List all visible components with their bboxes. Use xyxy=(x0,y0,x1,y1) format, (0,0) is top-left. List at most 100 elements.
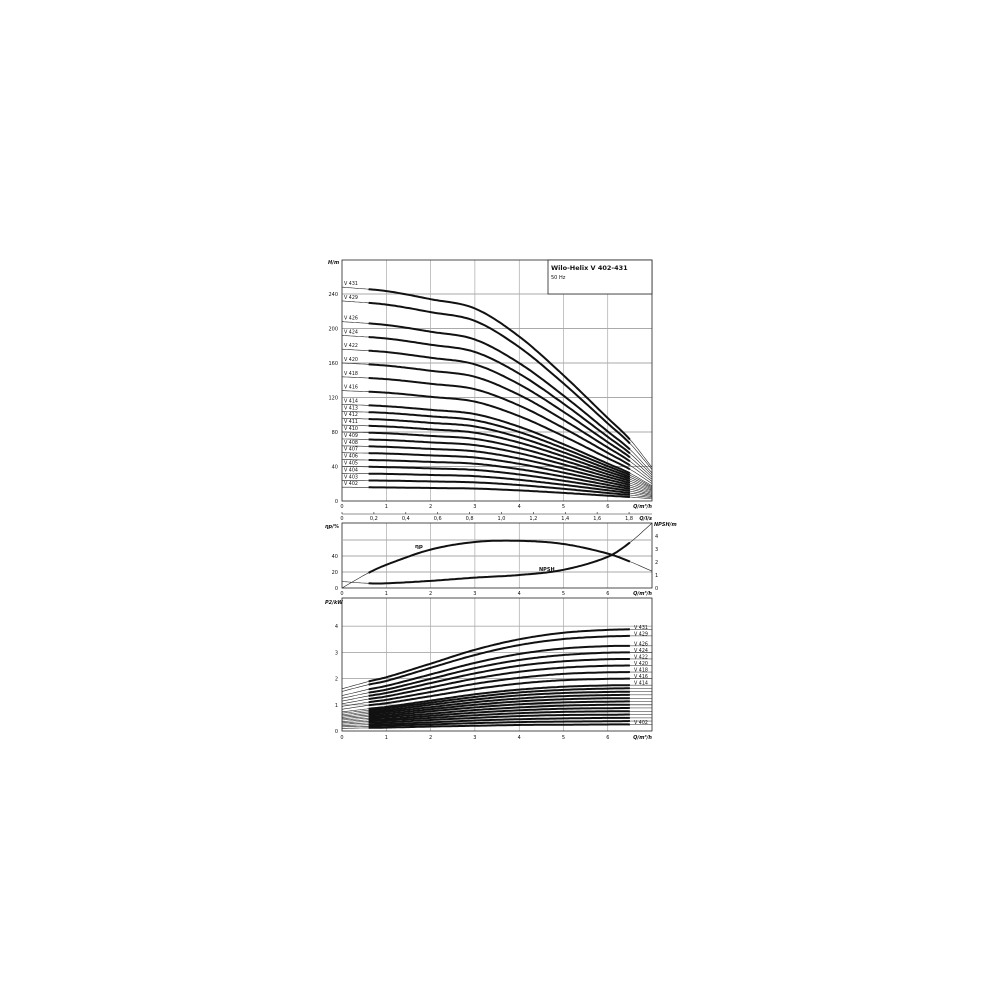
power-curve-thin-v408 xyxy=(341,717,369,721)
power-curve-thin-v416 xyxy=(341,705,369,710)
power-x-axis-label: Q/m³/h xyxy=(633,735,652,741)
power-curve-v405 xyxy=(368,713,630,724)
npsh-y-tick-label: 2 xyxy=(655,560,658,566)
head-y-tick-label: 120 xyxy=(328,396,338,402)
head-curve-v424 xyxy=(368,336,631,455)
power-x-tick-label: 1 xyxy=(385,735,388,741)
head-curve-label: V 407 xyxy=(344,447,358,453)
power-y-tick-label: 3 xyxy=(335,650,338,656)
power-curve-thin-v412 xyxy=(341,711,369,716)
head-frame xyxy=(341,259,653,502)
flow-ls-tick-label: 1,0 xyxy=(498,516,506,522)
efficiency-x-tick-label: 1 xyxy=(385,591,388,597)
power-curve-thin-v424 xyxy=(341,692,369,699)
power-curve-v412 xyxy=(368,690,630,713)
curve-npsh xyxy=(368,541,631,585)
power-curve-v420 xyxy=(368,664,630,700)
power-curve-thin-v422 xyxy=(341,695,369,702)
head-curve-v412 xyxy=(368,418,631,479)
head-curve-v414 xyxy=(368,404,631,475)
power-curve-label: V 422 xyxy=(634,654,648,660)
head-curve-label: V 405 xyxy=(344,461,358,467)
head-curve-label: V 406 xyxy=(344,454,358,460)
power-curve-v429 xyxy=(368,634,630,686)
head-curve-v416 xyxy=(368,390,631,471)
efficiency-y-axis-label: ηp/% xyxy=(325,524,339,530)
flow-ls-tick-label: 1,8 xyxy=(625,516,633,522)
power-curve-label: V 431 xyxy=(634,625,648,631)
head-curve-label: V 418 xyxy=(344,371,358,377)
power-x-tick-label: 2 xyxy=(429,735,432,741)
efficiency-curve-label: ηp xyxy=(415,544,423,550)
power-curve-v403 xyxy=(368,720,630,728)
head-curve-label: V 429 xyxy=(344,295,358,301)
head-x-tick-label: 5 xyxy=(562,504,565,510)
head-curve-label: V 413 xyxy=(344,405,358,411)
flow-ls-tick-label: 1,2 xyxy=(529,516,537,522)
head-curve-label: V 402 xyxy=(344,481,358,487)
npsh-y-axis-label: NPSH/m xyxy=(654,522,677,528)
power-curve-thin-v403 xyxy=(342,726,369,728)
power-curve-label: V 402 xyxy=(634,720,648,726)
power-frame xyxy=(341,597,653,732)
npsh-y-tick-label: 0 xyxy=(655,586,658,592)
head-curve-label: V 409 xyxy=(344,433,358,439)
npsh-curve-label: NPSH xyxy=(539,567,555,573)
head-curve-v407 xyxy=(368,452,631,489)
curve-efficiency xyxy=(368,539,631,574)
efficiency-x-tick-label: 0 xyxy=(340,591,343,597)
head-curve-v406 xyxy=(368,459,631,491)
power-curve-v422 xyxy=(368,658,630,697)
head-curve-label: V 416 xyxy=(344,385,358,391)
head-curve-v422 xyxy=(368,349,631,459)
power-x-tick-label: 3 xyxy=(473,735,476,741)
power-curve-label: V 416 xyxy=(634,674,648,680)
power-curve-v410 xyxy=(368,697,630,716)
power-curve-v402 xyxy=(368,723,630,729)
power-curve-thin-v410 xyxy=(341,714,369,718)
head-curve-v402 xyxy=(368,486,630,498)
head-x-tick-label: 2 xyxy=(429,504,432,510)
head-curve-v403 xyxy=(368,479,630,496)
power-curve-v424 xyxy=(368,651,630,694)
power-curve-v416 xyxy=(368,677,630,707)
head-curve-label: V 404 xyxy=(344,467,358,473)
head-x-axis-label: Q/m³/h xyxy=(633,504,652,510)
power-x-tick-label: 0 xyxy=(340,735,343,741)
power-curve-v411 xyxy=(368,693,630,715)
head-curve-v418 xyxy=(368,377,631,467)
head-x-tick-label: 1 xyxy=(385,504,388,510)
npsh-y-tick-label: 4 xyxy=(655,534,658,540)
efficiency-x-axis-label: Q/m³/h xyxy=(633,591,652,597)
head-curve-label: V 412 xyxy=(344,412,358,418)
legend-subtitle: 50 Hz xyxy=(551,275,566,281)
power-y-tick-label: 0 xyxy=(335,729,338,735)
power-x-tick-label: 5 xyxy=(562,735,565,741)
power-y-tick-label: 2 xyxy=(335,677,338,683)
power-x-tick-label: 4 xyxy=(518,735,521,741)
power-curve-thin-v429 xyxy=(341,684,369,692)
head-curve-v411 xyxy=(368,424,631,481)
head-curve-v409 xyxy=(368,438,631,485)
flow-ls-tick-label: 0 xyxy=(340,516,343,522)
flow-ls-axis-label: Q/l/s xyxy=(639,516,652,522)
power-curve-label: V 424 xyxy=(634,648,648,654)
efficiency-y-tick-label: 0 xyxy=(335,586,338,592)
power-curve-thin-v431 xyxy=(341,681,369,690)
head-y-tick-label: 200 xyxy=(328,327,338,333)
efficiency-frame xyxy=(341,522,653,589)
head-curve-v429 xyxy=(368,301,631,445)
power-curve-label: V 426 xyxy=(634,641,648,647)
power-curve-v409 xyxy=(368,700,630,718)
head-curve-label: V 403 xyxy=(344,474,358,480)
power-curve-thin-v405 xyxy=(341,722,369,725)
power-curve-v406 xyxy=(368,710,630,723)
head-curve-v408 xyxy=(368,445,631,487)
head-curve-label: V 414 xyxy=(344,398,358,404)
head-y-tick-label: 160 xyxy=(328,361,338,367)
legend-box: Wilo-Helix V 402-431 50 Hz xyxy=(547,259,653,295)
power-curve-label: V 429 xyxy=(634,631,648,637)
power-y-tick-label: 1 xyxy=(335,703,338,709)
npsh-y-tick-label: 1 xyxy=(655,573,658,579)
